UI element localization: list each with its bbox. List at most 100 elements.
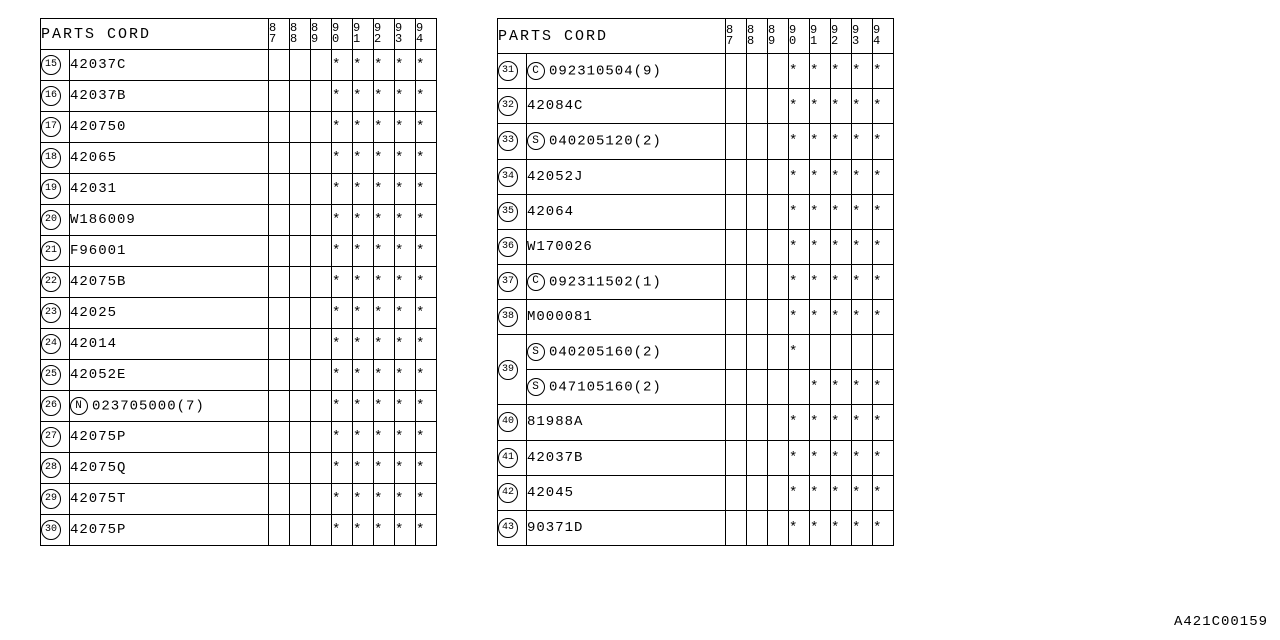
year-mark-cell [789, 370, 810, 405]
year-mark-cell [747, 264, 768, 299]
table-row: 1542037C***** [41, 50, 437, 81]
year-mark-cell: * [852, 54, 873, 89]
year-mark-cell [726, 510, 747, 545]
table-row: 3442052J***** [498, 159, 894, 194]
ref-number-cell: 42 [498, 475, 527, 510]
header-year: 94 [873, 19, 894, 54]
year-mark-cell: * [789, 264, 810, 299]
table-row: 33S040205120(2)***** [498, 124, 894, 159]
year-mark-cell [747, 475, 768, 510]
year-mark-cell [726, 89, 747, 124]
year-mark-cell [768, 300, 789, 335]
ref-number-cell: 30 [41, 515, 70, 546]
year-mark-cell: * [353, 329, 374, 360]
year-mark-cell [768, 405, 789, 440]
year-mark-cell: * [353, 391, 374, 422]
year-mark-cell: * [374, 267, 395, 298]
year-mark-cell: * [395, 391, 416, 422]
parts-cord-code: 42037B [527, 450, 583, 466]
prefix-circle-icon: C [527, 62, 545, 80]
parts-cord-cell: 42075T [70, 484, 269, 515]
year-mark-cell [747, 89, 768, 124]
year-mark-cell: * [831, 475, 852, 510]
year-mark-cell: * [852, 475, 873, 510]
parts-cord-cell: 42025 [70, 298, 269, 329]
ref-circle-icon: 31 [498, 61, 518, 81]
year-mark-cell: * [831, 264, 852, 299]
prefix-circle-icon: S [527, 132, 545, 150]
year-mark-cell [768, 229, 789, 264]
year-mark-cell [269, 267, 290, 298]
year-mark-cell: * [789, 229, 810, 264]
year-mark-cell [768, 89, 789, 124]
table-row: 2942075T***** [41, 484, 437, 515]
year-mark-cell: * [789, 300, 810, 335]
prefix-circle-icon: N [70, 397, 88, 415]
parts-cord-cell: 42075Q [70, 453, 269, 484]
year-mark-cell: * [395, 484, 416, 515]
year-mark-cell: * [374, 298, 395, 329]
table-row: 3242084C***** [498, 89, 894, 124]
year-mark-cell: * [353, 453, 374, 484]
year-mark-cell: * [332, 267, 353, 298]
tables-container: PARTS CORD87888990919293941542037C*****1… [40, 18, 894, 546]
prefix-circle-icon: C [527, 273, 545, 291]
parts-cord-cell: 90371D [527, 510, 726, 545]
parts-cord-cell: W170026 [527, 229, 726, 264]
year-mark-cell: * [353, 484, 374, 515]
header-year: 93 [852, 19, 873, 54]
year-mark-cell [768, 124, 789, 159]
year-mark-cell [269, 298, 290, 329]
parts-cord-cell: 42065 [70, 143, 269, 174]
year-mark-cell [269, 453, 290, 484]
header-parts-cord: PARTS CORD [498, 19, 726, 54]
table-row: 1642037B***** [41, 81, 437, 112]
year-mark-cell: * [353, 298, 374, 329]
year-mark-cell [768, 335, 789, 370]
year-mark-cell [311, 50, 332, 81]
parts-cord-cell: 42084C [527, 89, 726, 124]
parts-cord-code: 420750 [70, 119, 126, 135]
year-mark-cell: * [810, 300, 831, 335]
table-row: 37C092311502(1)***** [498, 264, 894, 299]
year-mark-cell [269, 236, 290, 267]
year-mark-cell [311, 174, 332, 205]
year-mark-cell [726, 264, 747, 299]
year-mark-cell: * [416, 391, 437, 422]
ref-number-cell: 37 [498, 264, 527, 299]
year-mark-cell: * [831, 300, 852, 335]
ref-circle-icon: 34 [498, 167, 518, 187]
year-mark-cell: * [852, 194, 873, 229]
year-mark-cell: * [852, 370, 873, 405]
year-mark-cell [269, 422, 290, 453]
year-mark-cell [726, 405, 747, 440]
year-mark-cell [290, 360, 311, 391]
year-mark-cell: * [332, 112, 353, 143]
year-mark-cell [726, 370, 747, 405]
year-mark-cell: * [332, 515, 353, 546]
parts-cord-cell: 42014 [70, 329, 269, 360]
ref-circle-icon: 19 [41, 179, 61, 199]
table-row: 2242075B***** [41, 267, 437, 298]
year-mark-cell [311, 329, 332, 360]
parts-cord-cell: 81988A [527, 405, 726, 440]
parts-cord-cell: 420750 [70, 112, 269, 143]
ref-number-cell: 32 [498, 89, 527, 124]
parts-cord-cell: C092311502(1) [527, 264, 726, 299]
year-mark-cell: * [353, 360, 374, 391]
parts-cord-cell: S040205160(2) [527, 335, 726, 370]
year-mark-cell: * [810, 194, 831, 229]
year-mark-cell: * [374, 453, 395, 484]
year-mark-cell [311, 205, 332, 236]
ref-number-cell: 38 [498, 300, 527, 335]
year-mark-cell [290, 112, 311, 143]
header-parts-cord: PARTS CORD [41, 19, 269, 50]
year-mark-cell: * [374, 422, 395, 453]
parts-cord-code: F96001 [70, 243, 126, 259]
table-row: 20W186009***** [41, 205, 437, 236]
year-mark-cell [311, 298, 332, 329]
year-mark-cell: * [789, 54, 810, 89]
ref-circle-icon: 24 [41, 334, 61, 354]
ref-circle-icon: 38 [498, 307, 518, 327]
year-mark-cell: * [873, 159, 894, 194]
